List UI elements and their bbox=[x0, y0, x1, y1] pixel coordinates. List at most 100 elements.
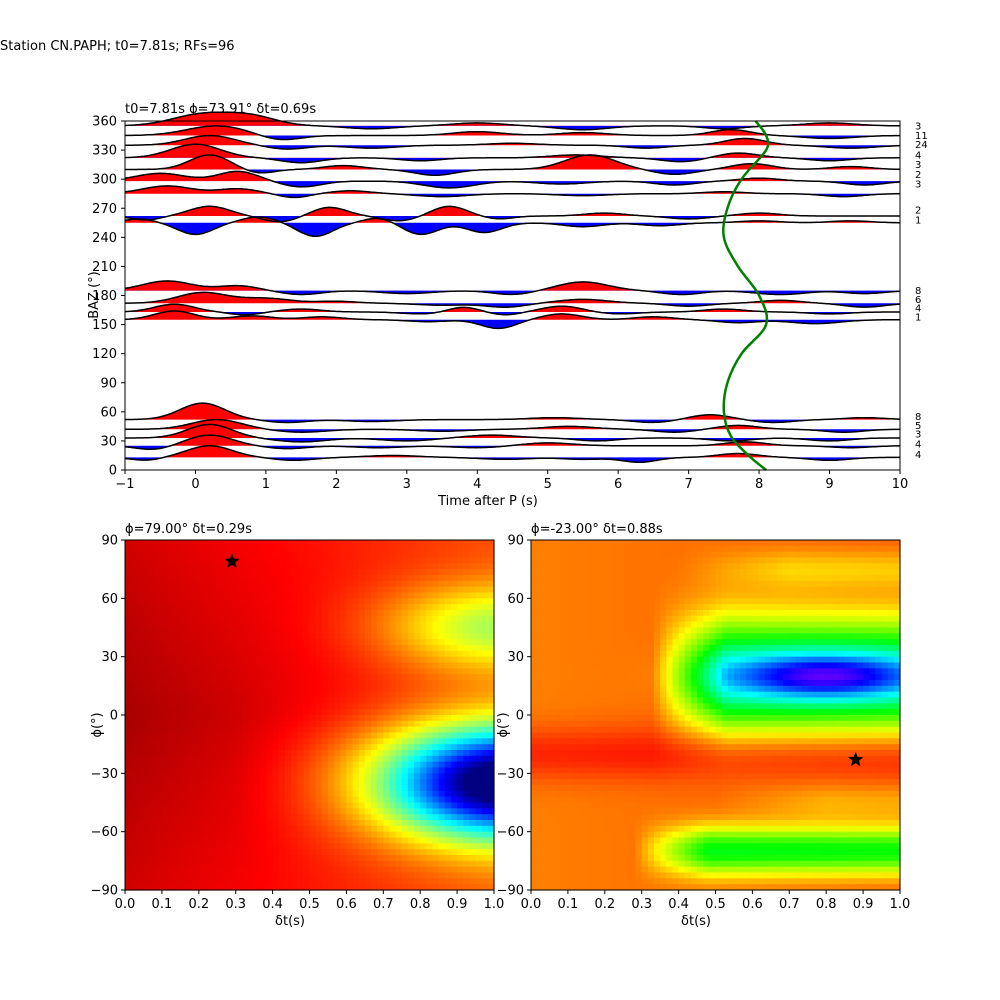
heatmap-cell bbox=[641, 820, 649, 827]
heatmap-cell bbox=[180, 849, 188, 856]
heatmap-cell bbox=[284, 779, 292, 786]
heatmap-cell bbox=[291, 709, 298, 716]
heatmap-cell bbox=[180, 790, 188, 798]
heatmap-cell bbox=[481, 545, 489, 553]
heatmap-cell bbox=[278, 674, 286, 681]
heatmap-cell bbox=[641, 668, 649, 675]
heatmap-cell bbox=[444, 580, 452, 588]
heatmap-cell bbox=[432, 703, 440, 710]
heatmap-cell bbox=[635, 639, 643, 646]
heatmap-cell bbox=[475, 610, 483, 617]
heatmap-cell bbox=[334, 592, 341, 599]
heatmap-cell bbox=[641, 551, 649, 559]
heatmap-cell bbox=[260, 837, 268, 844]
heatmap-cell bbox=[395, 825, 403, 833]
heatmap-cell bbox=[340, 820, 347, 827]
heatmap-cell bbox=[617, 843, 624, 850]
heatmap-cell bbox=[383, 802, 391, 809]
heatmap-cell bbox=[574, 796, 581, 804]
heatmap-cell bbox=[174, 831, 181, 839]
heatmap-cell bbox=[254, 656, 261, 664]
heatmap-cell bbox=[463, 569, 470, 576]
heatmap-cell bbox=[641, 715, 649, 722]
heatmap-cell bbox=[426, 645, 434, 652]
heatmap-cell bbox=[241, 639, 249, 646]
heatmap-cell bbox=[309, 796, 317, 804]
heatmap-cell bbox=[432, 604, 440, 611]
heatmap-cell bbox=[168, 557, 175, 564]
heatmap-cell bbox=[407, 680, 415, 687]
heatmap-cell bbox=[617, 650, 624, 658]
heatmap-cell bbox=[131, 849, 138, 856]
heatmap-cell bbox=[334, 615, 341, 623]
heatmap-cell bbox=[272, 843, 280, 850]
heatmap-cell bbox=[272, 685, 280, 693]
heatmap-cell bbox=[395, 849, 403, 856]
heatmap-cell bbox=[604, 732, 612, 739]
heatmap-cell bbox=[481, 849, 489, 856]
heatmap-cell bbox=[254, 639, 261, 646]
heatmap-cell bbox=[567, 627, 575, 634]
heatmap-cell bbox=[629, 726, 637, 734]
heatmap-cell bbox=[610, 843, 618, 850]
heatmap-cell bbox=[248, 685, 255, 693]
heatmap-cell bbox=[371, 598, 378, 605]
heatmap-cell bbox=[125, 744, 132, 751]
heatmap-cell bbox=[174, 697, 181, 704]
heatmap-cell bbox=[125, 680, 132, 687]
heatmap-cell bbox=[469, 820, 477, 827]
heatmap-cell bbox=[241, 592, 249, 599]
heatmap-cell bbox=[555, 744, 563, 751]
heatmap-cell bbox=[211, 610, 218, 617]
heatmap-cell bbox=[186, 633, 194, 640]
heatmap-cell bbox=[315, 726, 323, 734]
heatmap-cell bbox=[327, 767, 335, 774]
heatmap-cell bbox=[574, 598, 581, 605]
heatmap-cell bbox=[204, 773, 212, 780]
heatmap-cell bbox=[635, 668, 643, 675]
heatmap-cell bbox=[303, 604, 311, 611]
heatmap-cell bbox=[198, 668, 206, 675]
heatmap-cell bbox=[555, 790, 563, 798]
heatmap-cell bbox=[266, 691, 274, 699]
heatmap-cell bbox=[647, 866, 655, 874]
heatmap-cell bbox=[223, 680, 231, 687]
heatmap-cell bbox=[610, 726, 618, 734]
heatmap-cell bbox=[580, 744, 587, 751]
heatmap-cell bbox=[580, 627, 587, 634]
heatmap-cell bbox=[168, 831, 175, 839]
heatmap-cell bbox=[303, 849, 311, 856]
heatmap-cell bbox=[586, 744, 594, 751]
heatmap-cell bbox=[303, 680, 311, 687]
heatmap-cell bbox=[389, 691, 397, 699]
heatmap-cell bbox=[192, 831, 200, 839]
heatmap-cell bbox=[334, 715, 341, 722]
heatmap-cell bbox=[543, 610, 551, 617]
heatmap-cell bbox=[463, 610, 470, 617]
heatmap-cell bbox=[297, 545, 304, 553]
heatmap-cell bbox=[444, 592, 452, 599]
heatmap-cell bbox=[155, 849, 163, 856]
heatmap-cell bbox=[438, 761, 446, 769]
heatmap-cell bbox=[598, 633, 606, 640]
heatmap-cell bbox=[457, 627, 464, 634]
heatmap-cell bbox=[395, 627, 403, 634]
heatmap-cell bbox=[272, 726, 280, 734]
heatmap-x-tick-label: 0.3 bbox=[225, 897, 246, 912]
heatmap-cell bbox=[143, 732, 151, 739]
heatmap-cell bbox=[161, 580, 169, 588]
heatmap-cell bbox=[549, 785, 557, 792]
heatmap-cell bbox=[131, 709, 138, 716]
heatmap-cell bbox=[371, 668, 378, 675]
heatmap-cell bbox=[561, 615, 569, 623]
heatmap-cell bbox=[635, 650, 643, 658]
heatmap-cell bbox=[254, 720, 261, 728]
heatmap-cell bbox=[641, 703, 649, 710]
heatmap-cell bbox=[580, 592, 587, 599]
heatmap-cell bbox=[161, 592, 169, 599]
heatmap-cell bbox=[155, 580, 163, 588]
heatmap-cell bbox=[438, 755, 446, 763]
heatmap-cell bbox=[561, 621, 569, 629]
heatmap-cell bbox=[364, 650, 372, 658]
heatmap-cell bbox=[291, 761, 298, 769]
